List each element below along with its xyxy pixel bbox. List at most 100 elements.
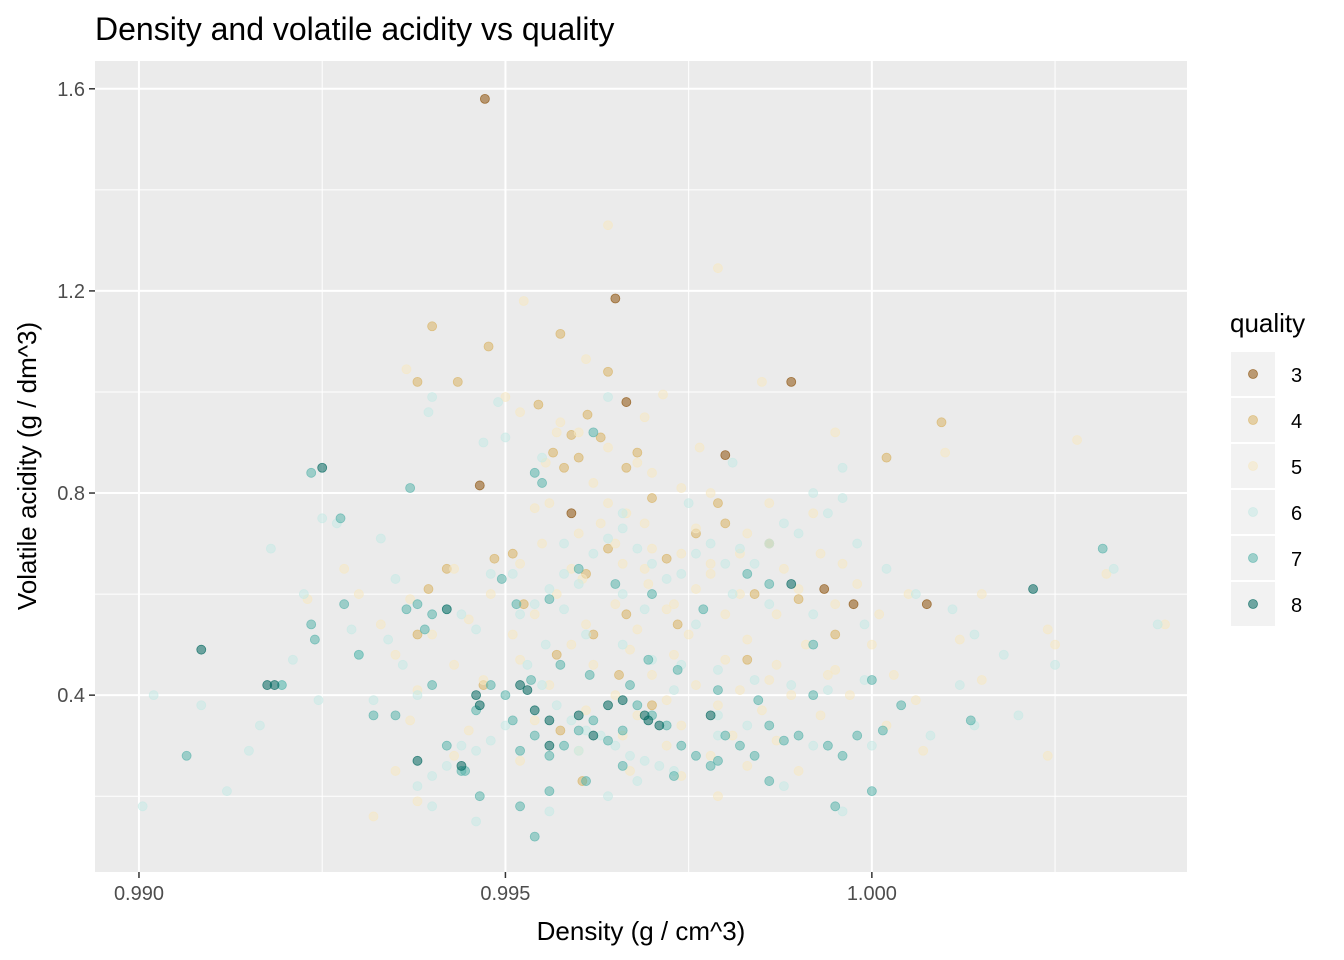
data-point-quality-7 <box>544 786 555 797</box>
data-point-quality-6 <box>727 589 738 599</box>
data-point-quality-5 <box>566 639 577 650</box>
data-point-quality-6 <box>456 740 467 751</box>
data-point-quality-5 <box>639 412 650 423</box>
data-point-quality-5 <box>793 584 804 594</box>
data-point-quality-6 <box>617 508 628 519</box>
data-point-quality-5 <box>643 579 654 589</box>
data-point-quality-5 <box>632 457 643 468</box>
data-point-quality-4 <box>427 321 438 332</box>
data-point-quality-6 <box>485 568 496 579</box>
data-point-quality-5 <box>507 629 518 640</box>
legend-label: 5 <box>1291 457 1302 479</box>
data-point-quality-5 <box>694 442 705 453</box>
data-point-quality-8 <box>654 720 665 731</box>
data-point-quality-5 <box>757 376 767 387</box>
data-point-quality-6 <box>647 558 657 569</box>
data-point-quality-5 <box>478 675 489 685</box>
data-point-quality-5 <box>518 296 529 306</box>
data-point-quality-6 <box>427 392 438 402</box>
data-point-quality-5 <box>412 796 423 807</box>
data-point-quality-5 <box>485 589 496 599</box>
data-point-quality-5 <box>537 538 547 549</box>
data-point-quality-8 <box>1028 584 1038 594</box>
data-point-quality-7 <box>500 690 511 701</box>
data-point-quality-5 <box>742 528 753 539</box>
data-point-quality-5 <box>595 518 606 529</box>
x-axis-label: Density (g / cm^3) <box>537 916 746 946</box>
data-point-quality-8 <box>474 700 485 711</box>
y-tick-label: 0.4 <box>57 685 85 707</box>
data-point-quality-6 <box>617 639 628 650</box>
data-point-quality-5 <box>544 498 555 509</box>
data-point-quality-6 <box>822 508 833 519</box>
data-point-quality-6 <box>625 750 635 761</box>
data-point-quality-6 <box>866 740 877 751</box>
data-point-quality-6 <box>669 685 679 695</box>
data-point-quality-6 <box>500 720 511 731</box>
data-point-quality-5 <box>1101 568 1112 579</box>
data-point-quality-7 <box>419 624 430 635</box>
data-point-quality-5 <box>720 654 731 665</box>
data-point-quality-6 <box>478 437 489 448</box>
legend-label: 8 <box>1291 595 1302 617</box>
data-point-quality-4 <box>548 447 558 458</box>
data-point-quality-6 <box>522 659 533 670</box>
data-point-quality-6 <box>566 715 577 726</box>
data-point-quality-6 <box>537 452 547 463</box>
data-point-quality-6 <box>493 397 503 407</box>
data-point-quality-5 <box>669 649 679 660</box>
x-tick-label: 0.990 <box>114 883 164 905</box>
data-point-quality-6 <box>603 791 613 802</box>
data-point-quality-7 <box>669 771 679 781</box>
data-point-quality-3 <box>621 397 632 407</box>
data-point-quality-5 <box>588 478 599 488</box>
legend-label: 6 <box>1291 503 1302 525</box>
data-point-quality-7 <box>742 568 753 579</box>
data-point-quality-7 <box>779 735 789 746</box>
data-point-quality-6 <box>764 538 775 549</box>
data-point-quality-6 <box>910 589 921 599</box>
data-point-quality-7 <box>698 604 709 615</box>
data-point-quality-5 <box>639 518 650 529</box>
data-point-quality-5 <box>658 389 668 400</box>
legend-swatch <box>1248 461 1258 471</box>
data-point-quality-5 <box>581 705 591 716</box>
data-point-quality-5 <box>603 220 613 231</box>
data-point-quality-6 <box>969 629 980 640</box>
data-point-quality-7 <box>749 750 760 761</box>
data-point-quality-4 <box>555 328 566 339</box>
legend-label: 3 <box>1291 365 1302 387</box>
data-point-quality-5 <box>735 685 745 695</box>
data-point-quality-3 <box>848 599 859 610</box>
data-point-quality-8 <box>196 644 207 655</box>
data-point-quality-5 <box>1042 624 1053 635</box>
data-point-quality-6 <box>529 599 540 610</box>
data-point-quality-7 <box>412 599 423 610</box>
data-point-quality-6 <box>456 609 467 620</box>
data-point-quality-6 <box>559 604 569 615</box>
data-point-quality-5 <box>610 538 621 549</box>
data-point-quality-7 <box>691 750 701 761</box>
data-point-quality-6 <box>244 745 254 756</box>
data-point-quality-7 <box>830 801 841 812</box>
data-point-quality-5 <box>390 649 401 660</box>
data-point-quality-4 <box>595 432 606 443</box>
data-points <box>137 93 1170 842</box>
data-point-quality-8 <box>471 690 482 701</box>
data-point-quality-5 <box>888 670 899 680</box>
data-point-quality-4 <box>830 629 841 640</box>
data-point-quality-6 <box>148 690 159 701</box>
data-point-quality-6 <box>427 801 438 812</box>
data-point-quality-8 <box>786 579 797 589</box>
data-point-quality-5 <box>515 755 525 766</box>
data-point-quality-6 <box>742 720 753 731</box>
data-point-quality-7 <box>335 513 346 524</box>
data-point-quality-5 <box>661 740 672 751</box>
data-point-quality-7 <box>368 710 379 721</box>
data-point-quality-6 <box>368 695 379 706</box>
legend-title: quality <box>1230 308 1305 338</box>
data-point-quality-6 <box>515 609 525 620</box>
data-point-quality-5 <box>852 579 863 589</box>
data-point-quality-6 <box>691 619 701 630</box>
data-point-quality-8 <box>441 604 452 615</box>
